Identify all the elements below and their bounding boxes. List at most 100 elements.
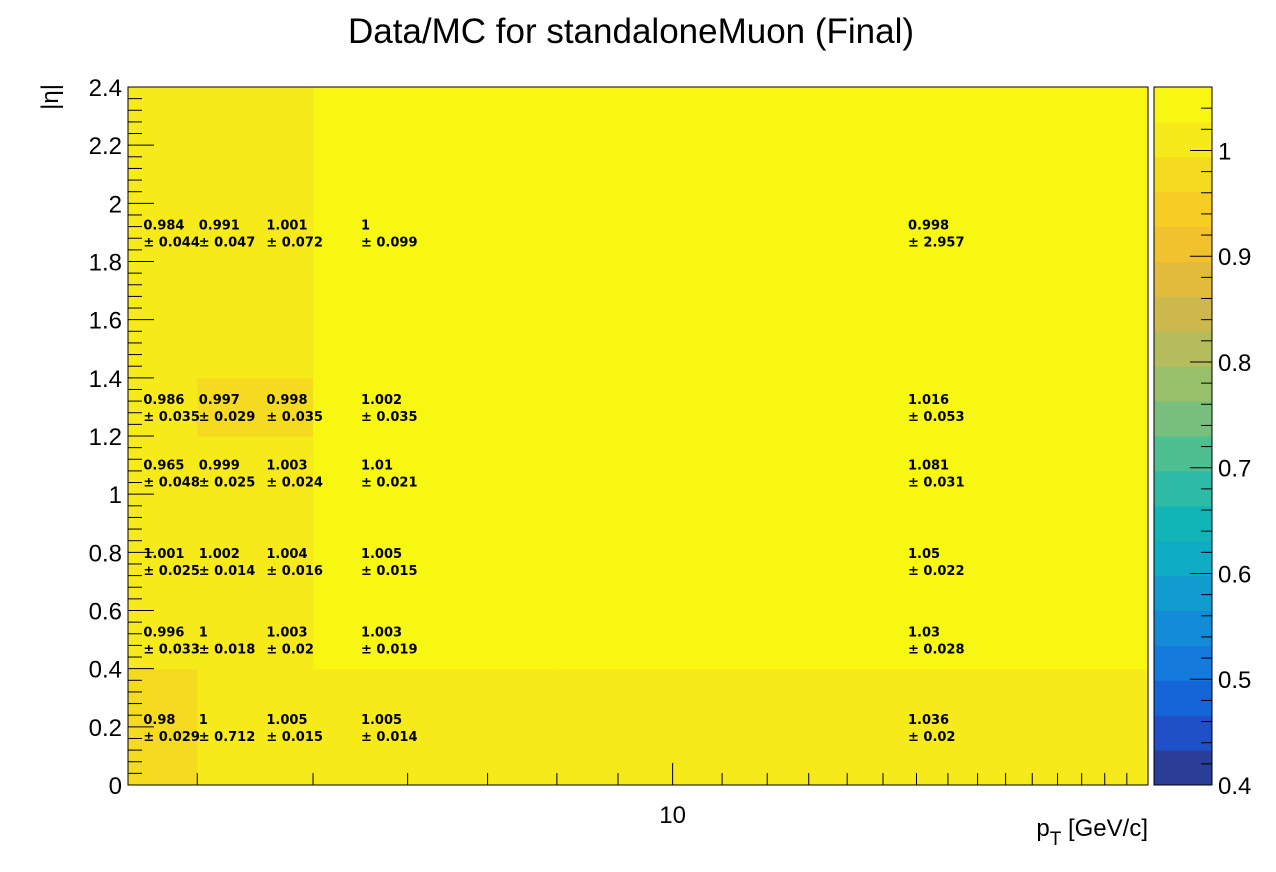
cell-error-label: ± 0.099 xyxy=(361,235,418,250)
heatmap-cell xyxy=(556,377,1149,437)
cell-error-label: ± 0.035 xyxy=(143,410,200,425)
y-tick-label: 0.4 xyxy=(89,657,122,684)
heatmap-cell xyxy=(197,377,314,437)
cell-value-label: 1.002 xyxy=(199,547,240,562)
cell-value-label: 0.996 xyxy=(143,626,184,641)
cell-value-label: 1.005 xyxy=(361,547,402,562)
colorbar-tick-label: 0.6 xyxy=(1218,561,1251,588)
chart-title: Data/MC for standaloneMuon (Final) xyxy=(348,12,914,51)
cell-error-label: ± 0.015 xyxy=(361,564,418,579)
cell-error-label: ± 0.016 xyxy=(266,564,323,579)
cell-error-label: ± 0.018 xyxy=(199,643,256,658)
heatmap-cell xyxy=(556,508,1149,670)
heatmap-cell xyxy=(197,668,314,786)
colorbar-segment xyxy=(1154,436,1212,472)
cell-error-label: ± 0.029 xyxy=(199,410,256,425)
cell-value-label: 1.016 xyxy=(908,393,949,408)
colorbar-segment xyxy=(1154,680,1212,716)
cell-value-label: 1.01 xyxy=(361,458,393,473)
y-axis: 0 0.2 0.4 0.6 0.8 1 1.2 1.4 1.6 1.8 2 2.2 2.4 xyxy=(89,75,154,800)
y-tick-label: 0 xyxy=(109,773,122,800)
y-tick-label: 1.2 xyxy=(89,424,122,451)
cell-value-label: 1 xyxy=(361,218,370,233)
y-tick-label: 0.6 xyxy=(89,599,122,626)
colorbar-segment xyxy=(1154,575,1212,611)
cell-error-label: ± 0.047 xyxy=(199,235,256,250)
colorbar-tick-label: 0.4 xyxy=(1218,773,1251,800)
cell-value-label: 1.001 xyxy=(143,547,184,562)
cell-error-label: ± 0.014 xyxy=(199,564,256,579)
cell-labels: 0.984 ± 0.044 0.991 ± 0.047 1.001 ± 0.072 1 ± 0… xyxy=(143,218,964,744)
cell-value-label: 1.003 xyxy=(361,626,402,641)
x-axis: 10 xyxy=(196,763,1149,829)
cell-value-label: 0.965 xyxy=(143,458,184,473)
heatmap-cell xyxy=(313,668,558,786)
cell-value-label: 0.998 xyxy=(908,218,949,233)
cell-value-label: 1.003 xyxy=(266,626,307,641)
heatmap-cell xyxy=(128,377,198,437)
cell-value-label: 1.005 xyxy=(266,713,307,728)
cell-error-label: ± 0.028 xyxy=(908,643,965,658)
cell-error-label: ± 0.029 xyxy=(143,730,200,745)
colorbar-segment xyxy=(1154,87,1212,123)
cell-error-label: ± 0.014 xyxy=(361,730,418,745)
cell-value-label: 1.05 xyxy=(908,547,940,562)
cell-value-label: 0.991 xyxy=(199,218,240,233)
cell-error-label: ± 0.015 xyxy=(266,730,323,745)
cell-value-label: 0.98 xyxy=(143,713,175,728)
y-axis-label: |η| xyxy=(37,84,64,110)
colorbar-segment xyxy=(1154,505,1212,542)
cell-error-label: ± 0.033 xyxy=(143,643,200,658)
colorbar-segment xyxy=(1154,645,1212,681)
heatmap-cell xyxy=(556,87,1149,379)
colorbar-tick-label: 0.9 xyxy=(1218,244,1251,271)
cell-error-label: ± 0.025 xyxy=(143,564,200,579)
heatmap-cell xyxy=(556,668,1149,786)
cell-value-label: 1.036 xyxy=(908,713,949,728)
colorbar-segment xyxy=(1154,750,1212,786)
colorbar-segment xyxy=(1154,610,1212,646)
heatmap-cell xyxy=(313,508,558,670)
cell-value-label: 1 xyxy=(199,626,208,641)
heatmap-cell xyxy=(128,436,198,510)
colorbar-segment xyxy=(1154,331,1212,367)
cell-error-label: ± 0.712 xyxy=(199,730,256,745)
colorbar-segment xyxy=(1154,191,1212,228)
y-tick-label: 1.4 xyxy=(89,366,122,393)
color-scale-bar: 0.4 0.5 0.6 0.7 0.8 0.9 1 xyxy=(1153,86,1251,800)
cell-error-label: ± 0.072 xyxy=(266,235,323,250)
cell-value-label: 0.998 xyxy=(266,393,307,408)
cell-error-label: ± 0.02 xyxy=(908,730,956,745)
cell-value-label: 0.984 xyxy=(143,218,184,233)
y-tick-label: 2.2 xyxy=(89,133,122,160)
cell-error-label: ± 0.031 xyxy=(908,475,965,490)
cell-error-label: ± 0.025 xyxy=(199,475,256,490)
colorbar-segment xyxy=(1154,261,1212,297)
cell-error-label: ± 0.022 xyxy=(908,564,965,579)
heatmap-cell xyxy=(556,436,1149,510)
x-axis-label: pT [GeV/c] xyxy=(1036,815,1148,850)
y-tick-label: 0.8 xyxy=(89,540,122,567)
cell-value-label: 1.003 xyxy=(266,458,307,473)
y-tick-label: 2.4 xyxy=(89,75,122,102)
y-tick-label: 0.2 xyxy=(89,715,122,742)
heatmap-cell xyxy=(128,508,198,670)
colorbar-segment xyxy=(1154,156,1212,193)
cell-error-label: ± 0.035 xyxy=(361,410,418,425)
heatmap-cell xyxy=(313,87,558,379)
heatmap-cell xyxy=(197,87,314,379)
colorbar-segment xyxy=(1154,540,1212,577)
colorbar-segment xyxy=(1154,296,1212,332)
y-tick-label: 1.6 xyxy=(89,308,122,335)
cell-value-label: 1.002 xyxy=(361,393,402,408)
y-tick-label: 1 xyxy=(109,482,122,509)
colorbar-segment xyxy=(1154,401,1212,437)
cell-error-label: ± 2.957 xyxy=(908,235,965,250)
cell-error-label: ± 0.021 xyxy=(361,475,418,490)
cell-error-label: ± 0.019 xyxy=(361,643,418,658)
cell-error-label: ± 0.02 xyxy=(266,643,314,658)
cell-value-label: 1.004 xyxy=(266,547,307,562)
colorbar-tick-label: 1 xyxy=(1218,138,1231,165)
heatmap-cell xyxy=(197,436,314,510)
